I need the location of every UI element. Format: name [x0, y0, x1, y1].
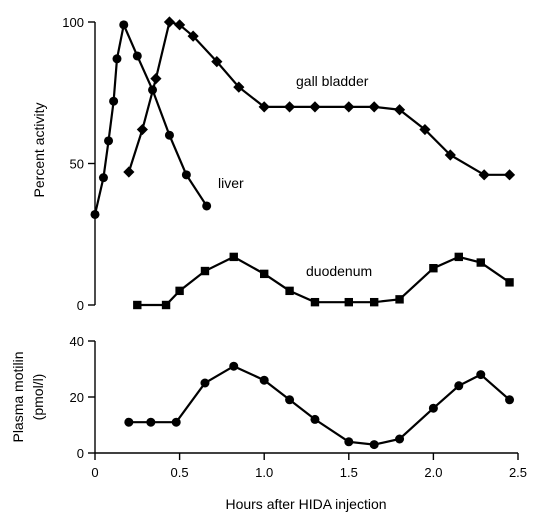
- data-point-duodenum: [285, 286, 294, 296]
- data-point-motilin: [259, 375, 269, 385]
- data-point-duodenum: [133, 300, 142, 310]
- data-point-duodenum: [200, 266, 210, 276]
- data-point-liver: [202, 201, 212, 211]
- data-point-liver: [181, 170, 191, 180]
- top-series-group: [90, 16, 516, 310]
- data-point-gall-bladder: [503, 169, 516, 181]
- data-point-duodenum: [161, 300, 171, 310]
- series-line-liver: [93, 21, 208, 215]
- series-line-motilin: [128, 364, 511, 446]
- data-point-motilin: [200, 378, 210, 388]
- top-y-tick-label: 0: [77, 298, 84, 313]
- x-tick-label: 1.5: [340, 465, 358, 480]
- data-point-motilin: [505, 395, 515, 405]
- data-point-gall-bladder: [419, 123, 431, 136]
- data-point-liver: [90, 209, 100, 219]
- top-y-axis-label: Percent activity: [31, 103, 47, 198]
- data-point-duodenum: [260, 269, 269, 279]
- data-point-motilin: [476, 370, 486, 380]
- data-point-gall-bladder: [258, 101, 270, 113]
- data-point-gall-bladder: [233, 81, 245, 93]
- bottom-series-group: [124, 361, 515, 450]
- data-point-duodenum: [476, 258, 485, 267]
- data-point-duodenum: [344, 297, 353, 307]
- x-axis-label: Hours after HIDA injection: [225, 496, 386, 512]
- data-point-motilin: [428, 403, 438, 413]
- series-line-gall-bladder: [127, 20, 510, 176]
- data-point-motilin: [369, 440, 379, 450]
- data-point-liver: [164, 130, 174, 140]
- bottom-panel: 0 20 40 0 0.5 1.0 1.5 2.0 2.5 Plasma motilin (p…: [10, 334, 527, 512]
- data-point-duodenum: [175, 286, 184, 296]
- x-tick-label: 0.5: [171, 465, 189, 480]
- data-point-liver: [109, 96, 119, 106]
- top-y-tick-label: 50: [70, 157, 84, 172]
- data-point-duodenum: [369, 297, 379, 307]
- top-panel: 0 50 100 Percent activity gall bladder liv…: [31, 15, 516, 313]
- data-point-liver: [132, 51, 142, 61]
- data-point-gall-bladder: [309, 101, 321, 113]
- data-point-gall-bladder: [444, 149, 456, 161]
- x-tick-label: 0: [91, 465, 98, 480]
- series-label-duodenum: duodenum: [306, 263, 372, 279]
- bottom-y-tick-label: 20: [70, 390, 84, 405]
- data-point-gall-bladder: [478, 169, 490, 181]
- data-point-motilin: [454, 381, 464, 391]
- data-point-duodenum: [454, 252, 463, 262]
- data-point-duodenum: [429, 264, 438, 273]
- data-point-duodenum: [395, 295, 404, 304]
- data-point-gall-bladder: [136, 123, 148, 136]
- data-point-motilin: [285, 395, 295, 405]
- data-point-motilin: [124, 417, 134, 427]
- data-point-liver: [98, 173, 108, 183]
- data-point-gall-bladder: [163, 16, 176, 28]
- bottom-y-tick-label: 0: [77, 446, 84, 461]
- data-point-gall-bladder: [211, 56, 223, 68]
- data-point-gall-bladder: [283, 101, 296, 113]
- data-point-motilin: [395, 434, 405, 444]
- data-point-gall-bladder: [174, 19, 186, 31]
- data-point-duodenum: [505, 278, 514, 287]
- data-point-gall-bladder: [123, 166, 135, 178]
- data-point-liver: [112, 54, 122, 64]
- data-point-gall-bladder: [393, 104, 406, 116]
- bottom-y-ticks: 0 20 40: [70, 334, 95, 461]
- x-tick-label: 2.0: [424, 465, 442, 480]
- data-point-motilin: [146, 417, 156, 427]
- data-point-liver: [119, 20, 129, 30]
- data-point-gall-bladder: [343, 101, 355, 113]
- bottom-x-ticks: 0 0.5 1.0 1.5 2.0 2.5: [91, 453, 527, 480]
- data-point-gall-bladder: [368, 101, 380, 113]
- top-y-ticks: 0 50 100: [62, 15, 95, 313]
- bottom-y-axis-label-line-1: Plasma motilin: [10, 351, 26, 442]
- bottom-y-tick-label: 40: [70, 334, 84, 349]
- x-tick-label: 2.5: [509, 465, 527, 480]
- data-point-duodenum: [229, 252, 238, 262]
- data-point-motilin: [310, 414, 320, 424]
- data-point-liver: [104, 136, 114, 146]
- data-point-gall-bladder: [187, 30, 199, 42]
- data-point-duodenum: [310, 297, 320, 307]
- series-label-liver: liver: [218, 175, 244, 191]
- data-point-gall-bladder: [150, 73, 162, 85]
- data-point-motilin: [344, 437, 354, 447]
- bottom-y-axis-label-line-2: (pmol/l): [30, 374, 46, 421]
- x-tick-label: 1.0: [255, 465, 273, 480]
- top-y-tick-label: 100: [62, 15, 84, 30]
- data-point-motilin: [171, 417, 181, 427]
- data-point-motilin: [229, 361, 239, 371]
- series-label-gall-bladder: gall bladder: [296, 73, 369, 89]
